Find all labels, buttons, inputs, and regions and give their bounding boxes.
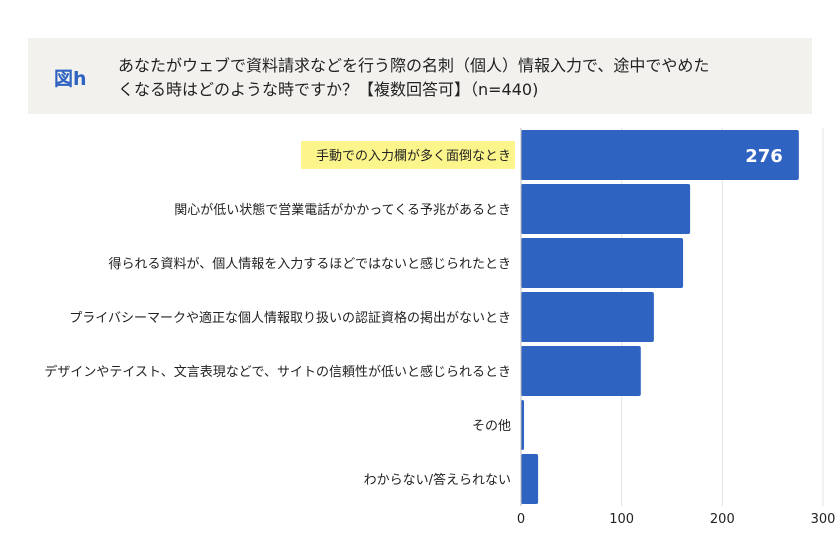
category-highlight <box>301 141 515 169</box>
x-tick-label-3: 300 <box>811 512 836 527</box>
figure-label: 図h <box>54 68 87 90</box>
bar-6 <box>521 454 539 504</box>
bar-2 <box>521 238 684 288</box>
bar-3 <box>521 292 654 342</box>
chart-title-line-2: くなる時はどのような時ですか？【複数回答可】（n=440) <box>118 80 539 99</box>
category-label-1: 関心が低い状態で営業電話がかかってくる予兆があるとき <box>174 202 511 218</box>
x-tick-label-1: 100 <box>609 512 634 527</box>
bar-5 <box>521 400 525 450</box>
bar-0 <box>521 130 799 180</box>
x-tick-label-2: 200 <box>710 512 735 527</box>
data-label-0: 276 <box>745 146 783 167</box>
category-label-5: その他 <box>472 419 511 434</box>
category-label-3: プライバシーマークや適正な個人情報取り扱いの認証資格の掲出がないとき <box>69 310 511 326</box>
category-label-0: 手動での入力欄が多く面倒なとき <box>316 148 511 164</box>
category-label-2: 得られる資料が、個人情報を入力するほどではないと感じられたとき <box>109 256 511 272</box>
chart-title: あなたがウェブで資料請求などを行う際の名刺（個人）情報入力で、途中でやめた くな… <box>118 54 798 102</box>
bar-4 <box>521 346 641 396</box>
bar-1 <box>521 184 691 234</box>
category-label-6: わからない/答えられない <box>364 472 511 488</box>
title-panel <box>28 38 812 114</box>
category-label-4: デザインやテイスト、文言表現などで、サイトの信頼性が低いと感じられるとき <box>44 364 511 380</box>
chart-title-line-1: あなたがウェブで資料請求などを行う際の名刺（個人）情報入力で、途中でやめた <box>118 56 710 75</box>
x-tick-label-0: 0 <box>517 512 525 527</box>
